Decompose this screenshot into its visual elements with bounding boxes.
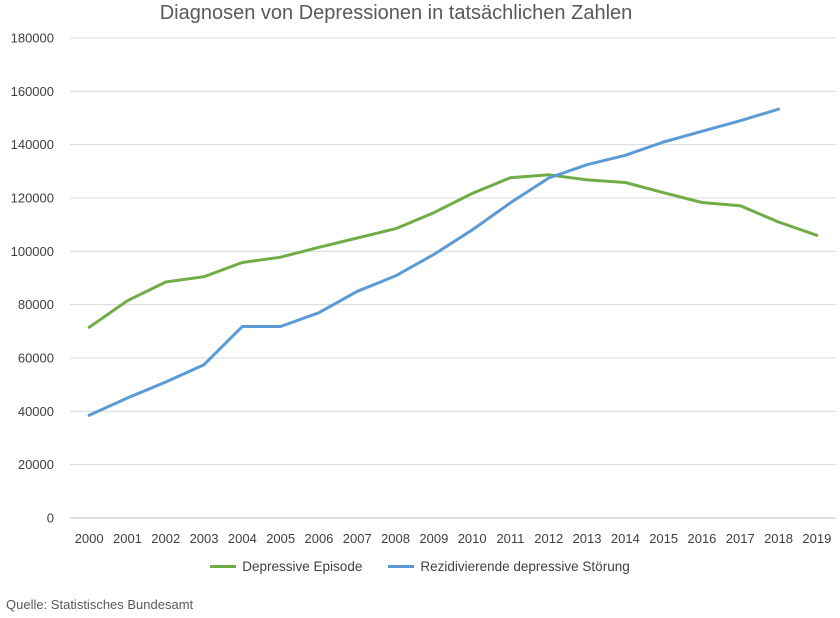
x-tick-label: 2009: [419, 531, 448, 546]
y-tick-label: 160000: [11, 84, 54, 99]
series-lines: [87, 107, 819, 417]
legend-item-depressive-episode: Depressive Episode: [210, 559, 362, 574]
x-tick-label: 2002: [151, 531, 180, 546]
y-tick-label: 120000: [11, 191, 54, 206]
x-tick-label: 2004: [228, 531, 257, 546]
x-tick-label: 2007: [343, 531, 372, 546]
x-tick-label: 2005: [266, 531, 295, 546]
x-axis-ticks: 2000 2001 2002 2003 2004 2005 2006 2007 2008 2009…: [75, 531, 832, 546]
gridlines: [70, 37, 836, 519]
legend-swatch-blue: [388, 565, 415, 568]
source-note: Quelle: Statistisches Bundesamt: [6, 597, 194, 612]
series-line-depressive-episode: [87, 173, 819, 329]
legend-label: Depressive Episode: [242, 559, 363, 574]
y-tick-label: 0: [47, 511, 54, 526]
series-line-recurrent-disorder: [87, 107, 780, 417]
line-chart: 0 20000 40000 60000 80000 100000 120000 140000 1…: [11, 31, 836, 546]
x-tick-label: 2015: [649, 531, 678, 546]
y-tick-label: 40000: [18, 404, 54, 419]
x-tick-label: 2018: [764, 531, 793, 546]
x-tick-label: 2010: [458, 531, 487, 546]
x-tick-label: 2001: [113, 531, 142, 546]
x-tick-label: 2019: [802, 531, 831, 546]
y-tick-label: 80000: [18, 297, 54, 312]
x-tick-label: 2017: [726, 531, 755, 546]
x-tick-label: 2003: [190, 531, 219, 546]
y-tick-label: 60000: [18, 351, 54, 366]
x-tick-label: 2016: [687, 531, 716, 546]
y-axis-ticks: 0 20000 40000 60000 80000 100000 120000 140000 1…: [11, 31, 54, 526]
y-tick-label: 100000: [11, 244, 54, 259]
x-tick-label: 2006: [304, 531, 333, 546]
y-tick-label: 140000: [11, 137, 54, 152]
chart-title: Diagnosen von Depressionen in tatsächlic…: [159, 2, 633, 24]
legend-item-recurrent-disorder: Rezidivierende depressive Störung: [388, 559, 630, 574]
x-tick-label: 2011: [496, 531, 524, 546]
legend: Depressive Episode Rezidivierende depres…: [0, 559, 840, 574]
x-tick-label: 2012: [534, 531, 563, 546]
legend-label: Rezidivierende depressive Störung: [420, 559, 630, 574]
y-tick-label: 180000: [11, 31, 54, 46]
x-tick-label: 2008: [381, 531, 410, 546]
x-tick-label: 2013: [573, 531, 602, 546]
x-tick-label: 2000: [75, 531, 104, 546]
legend-swatch-green: [210, 565, 237, 568]
y-tick-label: 20000: [18, 457, 54, 472]
x-tick-label: 2014: [611, 531, 640, 546]
